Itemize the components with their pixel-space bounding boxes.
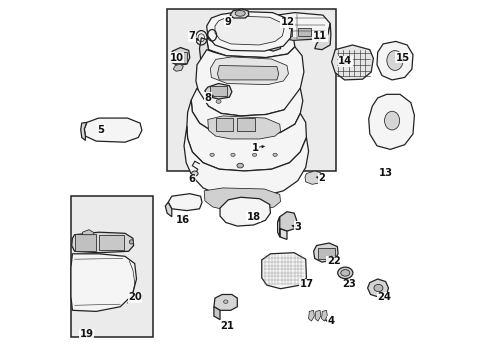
Text: 5: 5 xyxy=(97,125,104,135)
Polygon shape xyxy=(82,230,93,235)
Ellipse shape xyxy=(252,153,256,157)
Polygon shape xyxy=(169,48,189,66)
Text: 1: 1 xyxy=(251,143,258,153)
Polygon shape xyxy=(367,279,387,297)
Polygon shape xyxy=(314,23,330,50)
Polygon shape xyxy=(71,254,136,311)
Ellipse shape xyxy=(216,100,221,103)
Ellipse shape xyxy=(235,10,244,16)
Polygon shape xyxy=(261,253,306,289)
Text: 21: 21 xyxy=(220,321,234,331)
Ellipse shape xyxy=(340,270,349,276)
Polygon shape xyxy=(368,94,413,149)
Polygon shape xyxy=(84,118,142,142)
Text: 23: 23 xyxy=(341,279,355,289)
Text: 14: 14 xyxy=(338,56,352,66)
Polygon shape xyxy=(277,212,296,231)
Text: 17: 17 xyxy=(299,279,313,289)
Ellipse shape xyxy=(373,284,382,292)
Polygon shape xyxy=(217,66,278,80)
Polygon shape xyxy=(165,202,171,217)
Bar xyxy=(167,9,336,171)
Bar xyxy=(99,235,123,250)
Text: 10: 10 xyxy=(169,53,183,63)
Bar xyxy=(297,28,311,36)
Ellipse shape xyxy=(384,111,399,130)
Ellipse shape xyxy=(223,300,227,303)
Polygon shape xyxy=(331,45,373,80)
Ellipse shape xyxy=(191,171,198,176)
Text: 8: 8 xyxy=(204,93,211,103)
Text: 24: 24 xyxy=(376,292,390,302)
Polygon shape xyxy=(213,294,237,310)
Text: 18: 18 xyxy=(246,212,260,222)
Bar xyxy=(215,118,232,131)
Polygon shape xyxy=(376,41,412,80)
Bar xyxy=(209,86,227,96)
Polygon shape xyxy=(220,197,270,226)
Polygon shape xyxy=(210,57,288,85)
Polygon shape xyxy=(206,12,291,51)
Polygon shape xyxy=(72,232,133,253)
Bar xyxy=(75,234,96,251)
Text: 20: 20 xyxy=(128,292,142,302)
Bar xyxy=(71,196,152,337)
Ellipse shape xyxy=(129,240,133,244)
Text: 16: 16 xyxy=(175,215,189,225)
Polygon shape xyxy=(183,126,308,197)
Ellipse shape xyxy=(237,163,243,168)
Bar xyxy=(237,118,254,131)
Polygon shape xyxy=(81,122,87,140)
Bar xyxy=(317,248,334,259)
Polygon shape xyxy=(204,188,280,211)
Text: 2: 2 xyxy=(318,173,325,183)
Polygon shape xyxy=(308,310,314,321)
Text: 15: 15 xyxy=(395,53,409,63)
Text: 4: 4 xyxy=(326,316,334,326)
Text: 3: 3 xyxy=(294,222,301,232)
Text: 12: 12 xyxy=(280,17,294,27)
Text: 7: 7 xyxy=(188,31,195,41)
Ellipse shape xyxy=(230,153,235,157)
Polygon shape xyxy=(313,243,337,262)
Polygon shape xyxy=(196,47,303,116)
Text: 6: 6 xyxy=(188,174,195,184)
Polygon shape xyxy=(213,307,220,320)
Ellipse shape xyxy=(209,153,214,157)
Polygon shape xyxy=(173,64,183,71)
Text: 11: 11 xyxy=(312,31,326,41)
Polygon shape xyxy=(191,88,302,138)
Text: 9: 9 xyxy=(224,17,231,27)
Polygon shape xyxy=(168,194,202,211)
Polygon shape xyxy=(199,38,213,68)
Polygon shape xyxy=(215,16,284,45)
Polygon shape xyxy=(305,171,321,184)
Ellipse shape xyxy=(272,153,277,157)
Polygon shape xyxy=(272,13,329,40)
Text: 22: 22 xyxy=(326,256,340,266)
Text: 19: 19 xyxy=(80,329,94,339)
Ellipse shape xyxy=(386,51,402,71)
Polygon shape xyxy=(204,84,231,99)
Polygon shape xyxy=(186,100,306,171)
Ellipse shape xyxy=(337,267,352,279)
Polygon shape xyxy=(321,310,326,321)
Bar xyxy=(172,52,186,63)
Polygon shape xyxy=(207,116,280,139)
Polygon shape xyxy=(314,310,320,321)
Polygon shape xyxy=(277,217,286,239)
Polygon shape xyxy=(230,9,248,18)
Bar xyxy=(278,28,292,36)
Polygon shape xyxy=(206,23,294,58)
Polygon shape xyxy=(264,22,280,51)
Text: 13: 13 xyxy=(378,168,392,178)
